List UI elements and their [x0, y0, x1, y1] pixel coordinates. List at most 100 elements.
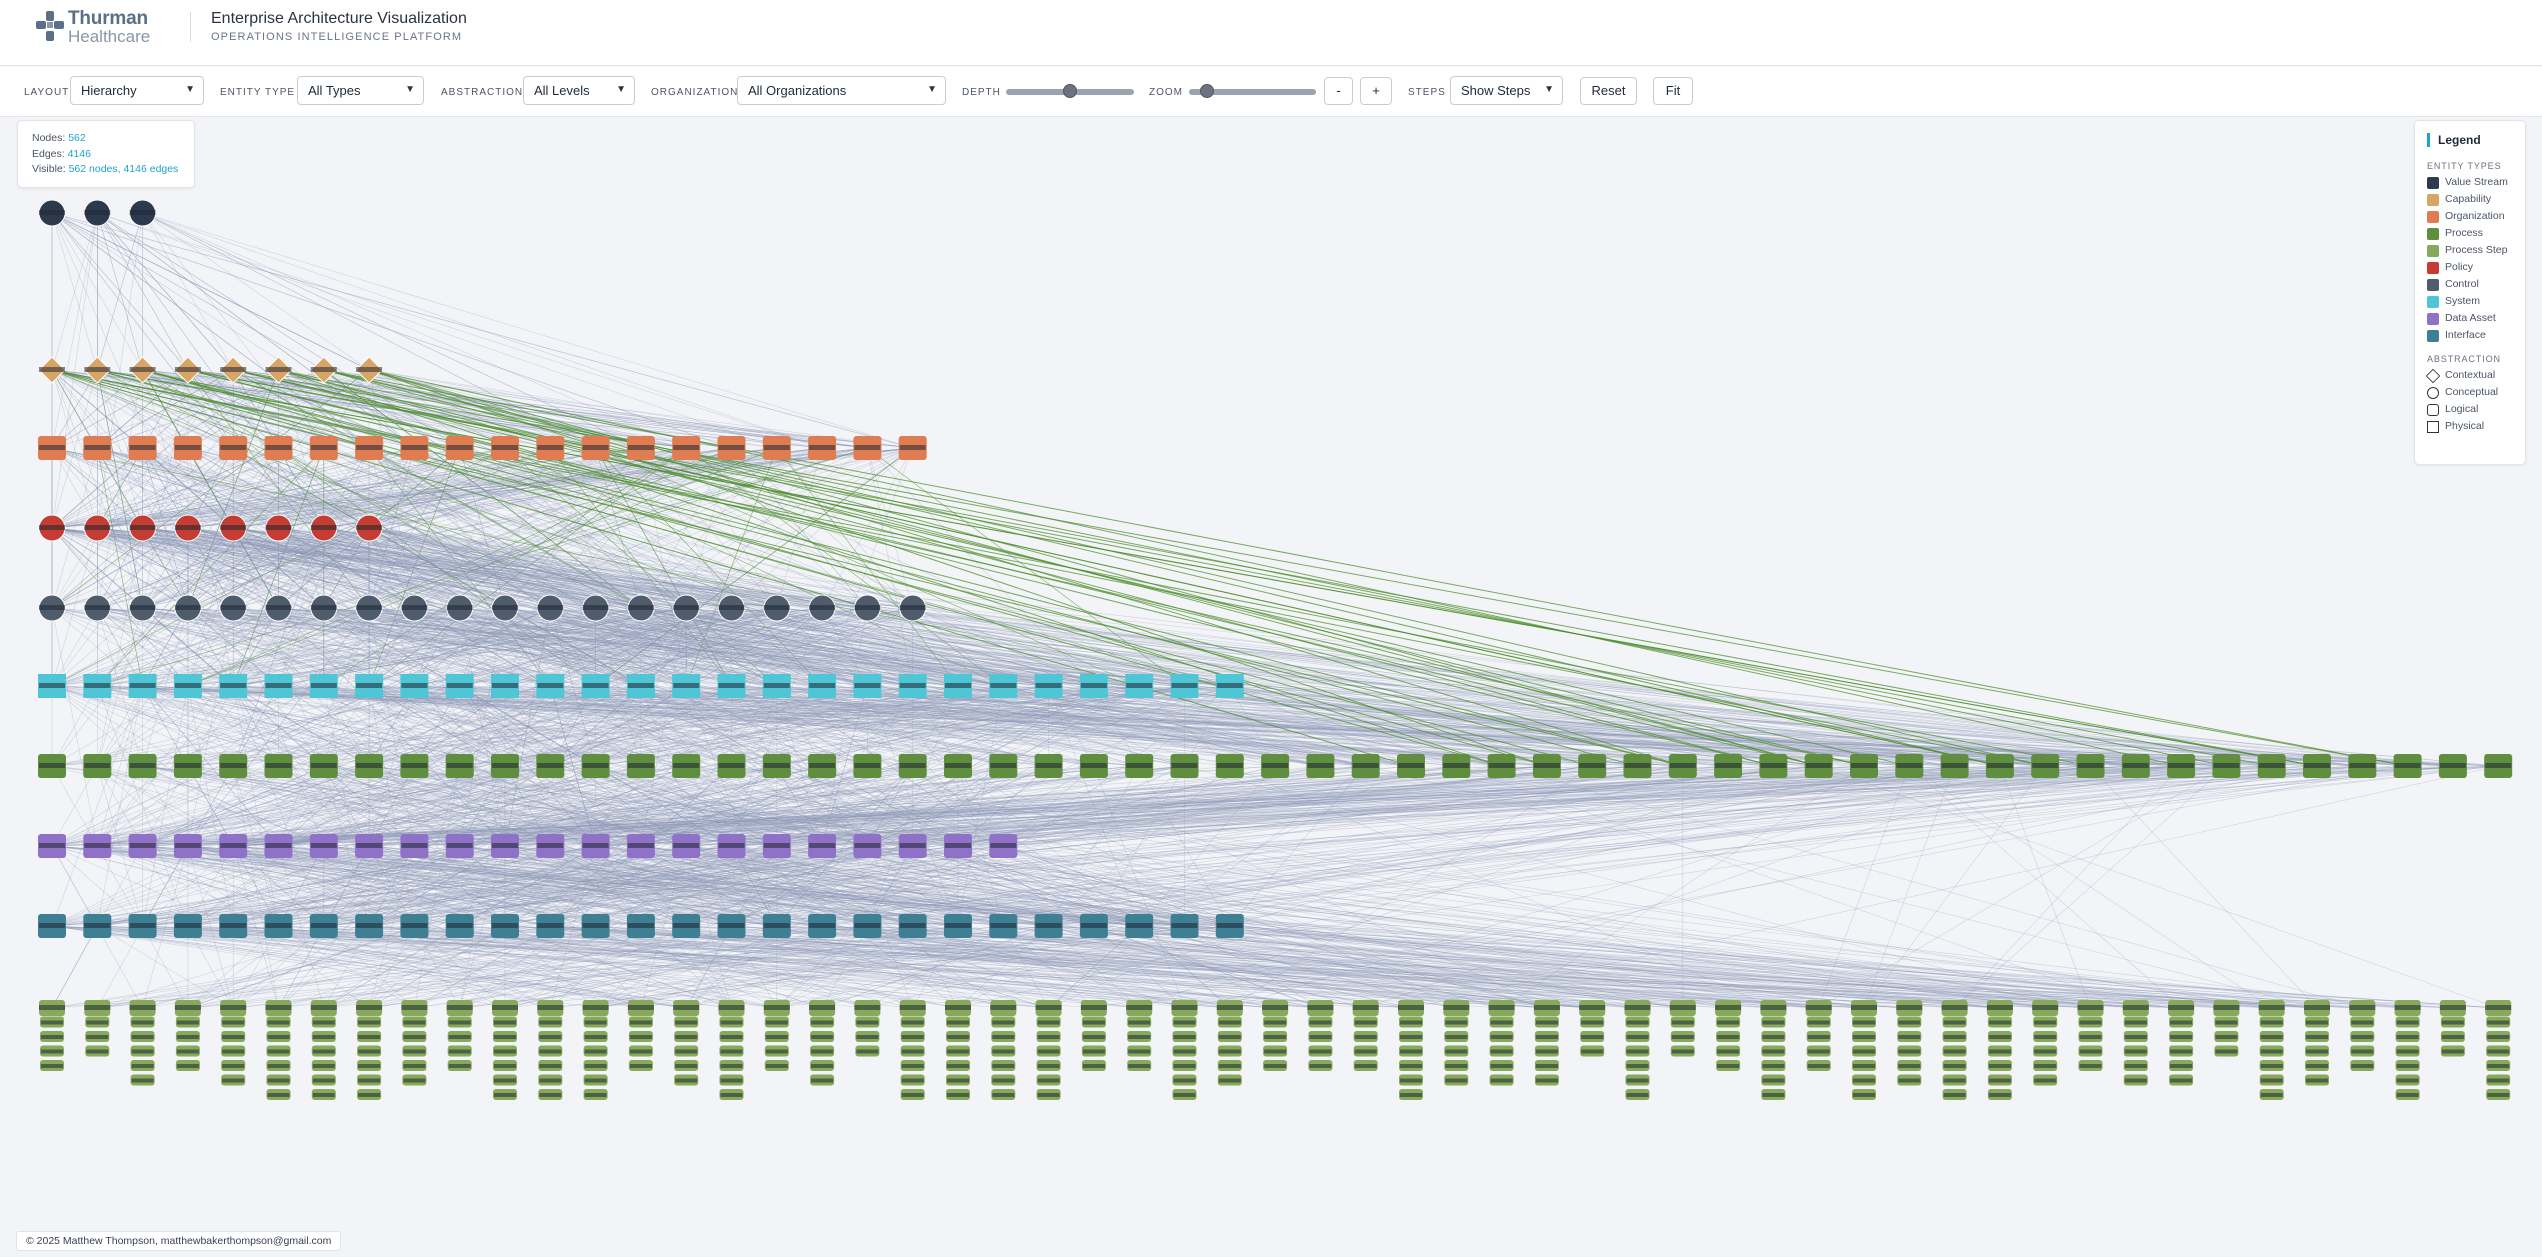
node-label-mark	[84, 763, 111, 768]
graph-edge	[97, 527, 279, 609]
node-label-mark	[582, 763, 609, 768]
node-label-mark	[358, 1064, 381, 1068]
graph-edge	[323, 447, 687, 687]
node-label-mark	[584, 1093, 607, 1097]
entity-type-select[interactable]: All Types ▼	[297, 76, 424, 105]
node-label-mark	[1171, 1005, 1198, 1010]
node-label-mark	[899, 923, 926, 928]
graph-edge	[97, 527, 777, 687]
graph-edge	[686, 607, 1140, 687]
graph-edge	[369, 527, 1412, 767]
node-label-mark	[1218, 1020, 1241, 1025]
node-label-mark	[494, 1035, 516, 1039]
node-label-mark	[945, 1005, 971, 1010]
node-label-mark	[310, 605, 337, 610]
zoom-slider[interactable]	[1189, 84, 1316, 98]
graph-edge	[323, 447, 370, 529]
diamond-icon	[2425, 368, 2441, 384]
graph-edge	[51, 447, 641, 529]
node-label-mark	[39, 843, 65, 848]
fit-button[interactable]: Fit	[1653, 77, 1693, 105]
graph-edge	[51, 527, 2453, 767]
abstraction-select-value: All Levels	[534, 83, 590, 98]
reset-button[interactable]: Reset	[1580, 77, 1637, 105]
graph-edge	[97, 212, 234, 371]
stats-visible: Visible: 562 nodes, 4146 edges	[32, 163, 179, 175]
graph-edge	[187, 527, 370, 609]
graph-edge	[323, 607, 641, 687]
abstraction-select[interactable]: All Levels ▼	[523, 76, 635, 105]
node-label-mark	[2079, 1020, 2102, 1025]
node-label-mark	[992, 1020, 1015, 1025]
graph-edge	[187, 447, 913, 609]
graph-edge	[685, 607, 732, 687]
node-label-mark	[2439, 1005, 2466, 1010]
node-label-mark	[854, 923, 881, 928]
graph-edge	[142, 447, 189, 609]
depth-slider[interactable]	[1006, 84, 1134, 98]
node-label-mark	[947, 1020, 969, 1025]
architecture-graph-canvas[interactable]	[0, 118, 2542, 1228]
legend-swatch	[2427, 177, 2439, 189]
graph-edge	[731, 607, 823, 687]
node-label-mark	[356, 525, 383, 530]
layout-select[interactable]: Hierarchy ▼	[70, 76, 204, 105]
graph-edge	[51, 527, 732, 767]
node-label-mark	[1309, 1064, 1332, 1068]
graph-edge	[414, 447, 687, 609]
node-label-mark	[584, 1035, 607, 1039]
graph-edge	[51, 527, 189, 609]
graph-edge	[278, 607, 641, 687]
graph-edge	[233, 527, 506, 767]
node-label-mark	[2441, 1049, 2464, 1054]
node-label-mark	[811, 1078, 834, 1083]
depth-slider-thumb[interactable]	[1063, 84, 1077, 98]
graph-edge	[233, 527, 1502, 767]
graph-edge	[51, 447, 143, 529]
graph-edge	[414, 607, 506, 687]
graph-edge	[142, 212, 279, 449]
node-label-mark	[1762, 1093, 1785, 1097]
node-label-mark	[1400, 1064, 1422, 1068]
graph-edge	[51, 447, 913, 529]
graph-edge	[187, 447, 596, 609]
node-label-mark	[267, 1035, 290, 1039]
graph-edge	[414, 447, 732, 609]
node-label-mark	[765, 1049, 788, 1054]
node-label-mark	[2487, 1093, 2510, 1097]
organization-select[interactable]: All Organizations ▼	[737, 76, 946, 105]
node-label-mark	[1898, 1020, 1921, 1025]
graph-edge	[187, 369, 279, 449]
graph-edge	[278, 447, 777, 529]
graph-edge	[51, 369, 143, 449]
graph-edge	[97, 369, 143, 609]
node-label-mark	[494, 1064, 516, 1068]
node-label-mark	[1171, 923, 1198, 928]
graph-edge	[640, 607, 1004, 687]
node-label-mark	[2124, 1020, 2147, 1025]
graph-edge	[97, 607, 551, 687]
zoom-slider-thumb[interactable]	[1200, 84, 1215, 98]
node-label-mark	[84, 525, 111, 530]
node-label-mark	[174, 525, 201, 530]
graph-edge	[97, 447, 732, 687]
graph-edge	[97, 527, 143, 609]
graph-edge	[187, 527, 506, 609]
graph-edge	[233, 447, 823, 529]
graph-edge	[51, 212, 370, 371]
node-label-mark	[1035, 923, 1062, 928]
graph-edge	[142, 527, 1321, 767]
graph-edge	[323, 527, 2000, 767]
graph-edge	[278, 447, 732, 529]
steps-select[interactable]: Show Steps ▼	[1450, 76, 1563, 105]
node-label-mark	[629, 1035, 652, 1039]
graph-edge	[368, 607, 551, 687]
node-label-mark	[1626, 1064, 1649, 1068]
node-label-mark	[1762, 1020, 1785, 1025]
graph-edge	[369, 607, 823, 687]
node-label-mark	[2034, 1035, 2057, 1039]
zoom-in-button[interactable]: +	[1360, 77, 1392, 105]
graph-edge	[278, 527, 1865, 767]
zoom-out-button[interactable]: -	[1324, 77, 1353, 105]
node-label-mark	[1805, 763, 1832, 768]
